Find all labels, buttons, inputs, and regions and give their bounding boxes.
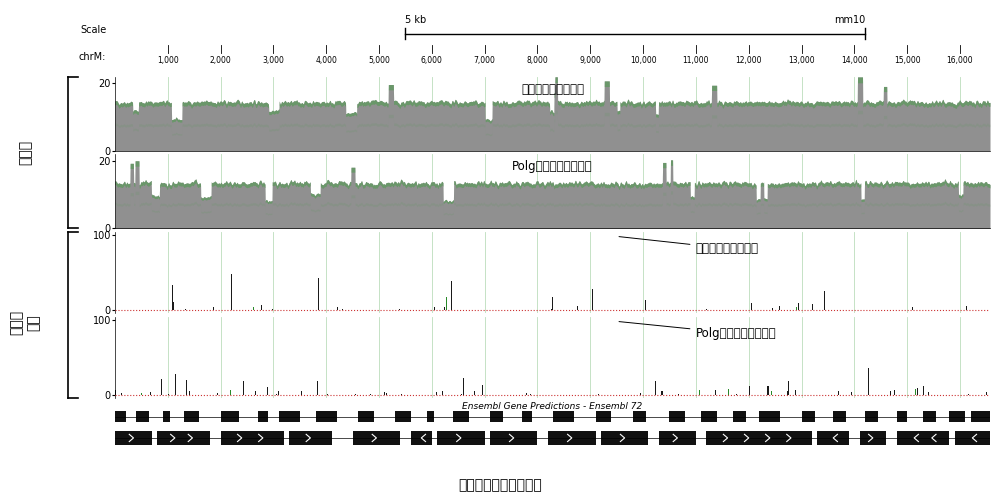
Bar <box>353 430 400 445</box>
Bar <box>553 412 574 422</box>
Text: 4,000: 4,000 <box>315 56 337 66</box>
Text: 13,000: 13,000 <box>788 56 815 66</box>
Bar <box>490 412 503 422</box>
Text: chrM:: chrM: <box>79 52 106 62</box>
Text: 8,000: 8,000 <box>527 56 548 66</box>
Text: 11,000: 11,000 <box>683 56 709 66</box>
Bar <box>759 412 780 422</box>
Bar <box>897 412 907 422</box>
Text: 覆盖度: 覆盖度 <box>18 140 32 165</box>
Bar <box>949 412 965 422</box>
Bar <box>860 430 886 445</box>
Text: 9,000: 9,000 <box>579 56 601 66</box>
Bar <box>633 412 646 422</box>
Text: 6,000: 6,000 <box>421 56 443 66</box>
Text: 1,000: 1,000 <box>157 56 179 66</box>
Text: 野生型小鼠肝脏样品: 野生型小鼠肝脏样品 <box>619 236 758 255</box>
Bar <box>358 412 374 422</box>
Bar <box>289 430 332 445</box>
Bar <box>548 430 596 445</box>
Text: 7,000: 7,000 <box>474 56 496 66</box>
Bar <box>833 412 846 422</box>
Bar <box>136 412 149 422</box>
Text: 15,000: 15,000 <box>894 56 920 66</box>
Bar <box>669 412 685 422</box>
Bar <box>411 430 432 445</box>
Bar <box>163 412 170 422</box>
Text: mm10: mm10 <box>834 15 865 25</box>
Bar <box>316 412 337 422</box>
Bar <box>601 430 648 445</box>
Bar <box>596 412 611 422</box>
Text: Polg突变小鼠肝脏样品: Polg突变小鼠肝脏样品 <box>619 322 776 340</box>
Text: 3,000: 3,000 <box>262 56 284 66</box>
Bar <box>659 430 696 445</box>
Bar <box>865 412 878 422</box>
Bar <box>395 412 411 422</box>
Bar <box>279 412 300 422</box>
Text: 小鼠线粒体基因组注释: 小鼠线粒体基因组注释 <box>458 478 542 492</box>
Bar <box>427 412 434 422</box>
Text: 10,000: 10,000 <box>630 56 656 66</box>
Bar <box>115 430 152 445</box>
Bar <box>802 412 815 422</box>
Bar <box>490 430 537 445</box>
Text: Polg突变小鼠肝脏样品: Polg突变小鼠肝脏样品 <box>512 160 593 173</box>
Text: 5 kb: 5 kb <box>405 15 427 25</box>
Bar <box>701 412 717 422</box>
Bar <box>157 430 210 445</box>
Text: Scale: Scale <box>80 25 106 35</box>
Bar <box>184 412 199 422</box>
Bar <box>221 412 239 422</box>
Bar <box>453 412 469 422</box>
Text: 16,000: 16,000 <box>947 56 973 66</box>
Bar <box>897 430 949 445</box>
Text: 2,000: 2,000 <box>210 56 231 66</box>
Text: 14,000: 14,000 <box>841 56 868 66</box>
Bar <box>522 412 532 422</box>
Bar <box>923 412 936 422</box>
Bar <box>955 430 990 445</box>
Text: 12,000: 12,000 <box>735 56 762 66</box>
Text: 5,000: 5,000 <box>368 56 390 66</box>
Bar <box>971 412 990 422</box>
Bar <box>221 430 284 445</box>
Text: Ensembl Gene Predictions - Ensembl 72: Ensembl Gene Predictions - Ensembl 72 <box>462 402 643 411</box>
Bar <box>733 412 746 422</box>
Bar <box>115 412 126 422</box>
Bar <box>437 430 485 445</box>
Bar <box>706 430 812 445</box>
Text: 点突变
频率: 点突变 频率 <box>10 310 40 335</box>
Bar <box>258 412 268 422</box>
Bar <box>817 430 849 445</box>
Text: 野生型小鼠肝脏样品: 野生型小鼠肝脏样品 <box>521 82 584 96</box>
